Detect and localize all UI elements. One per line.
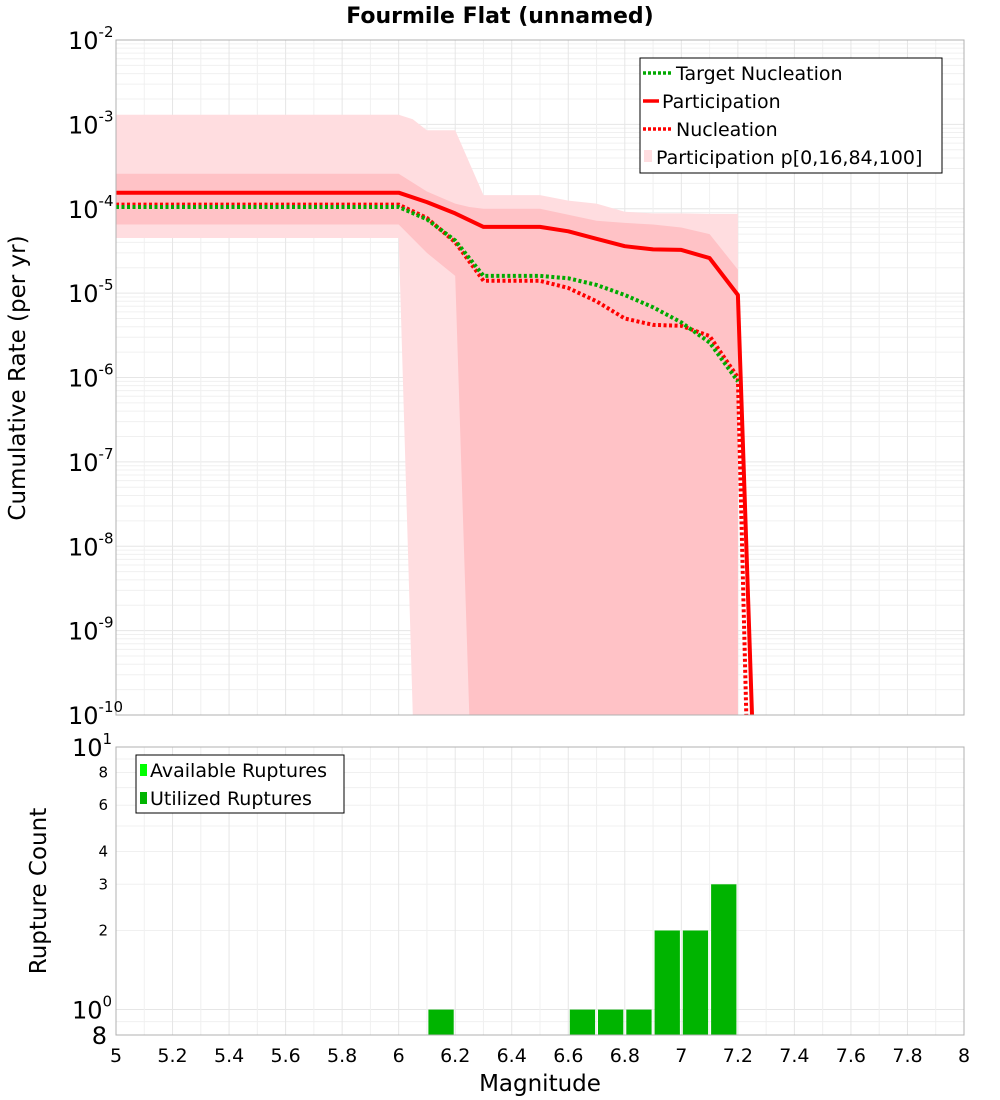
top-y-axis-label: Cumulative Rate (per yr) [5,235,31,520]
x-tick-label: 6.2 [440,1045,470,1067]
rate-lines [116,190,754,716]
x-ticks: 5 5.2 5.4 5.6 5.8 6 6.2 6.4 6.6 6.8 7 7.2 7.4 7.6 7.8 8 [110,1045,970,1067]
legend-label-participation-band: Participation p[0,16,84,100] [656,147,922,169]
x-tick-label: 7 [675,1045,687,1067]
bottom-y-tick-major-label: 101 [72,730,112,762]
bottom-y-tick-minor-label: 3 [98,875,108,893]
bottom-y-tick-minor-label: 2 [98,922,108,940]
legend-label-nucleation: Nucleation [676,119,778,141]
top-y-tick-label: 10-8 [68,529,114,561]
x-tick-label: 6.4 [497,1045,527,1067]
top-y-ticks: 10-10 10-9 10-8 10-7 10-6 10-5 10-4 10-3 10-2 [68,23,123,730]
x-tick-label: 5.8 [327,1045,357,1067]
legend-label-utilized-ruptures: Utilized Ruptures [150,788,312,810]
x-tick-label: 5.6 [270,1045,300,1067]
top-y-tick-label: 10-6 [68,361,114,393]
x-tick-label: 8 [958,1045,970,1067]
x-tick-label: 6 [393,1045,405,1067]
x-tick-label: 6.8 [610,1045,640,1067]
x-tick-label: 7.4 [779,1045,809,1067]
legend-label-target-nucleation: Target Nucleation [675,63,843,85]
top-y-tick-label: 10-4 [68,192,114,224]
bottom-y-tick-minor-label: 4 [98,843,108,861]
bar-utilized-ruptures [598,1009,624,1035]
x-tick-label: 5 [110,1045,122,1067]
top-y-tick-label: 10-9 [68,614,114,646]
chart-title: Fourmile Flat (unnamed) [346,4,653,29]
top-y-tick-label: 10-5 [68,276,114,308]
legend-swatch-utilized [140,792,147,804]
bottom-y-tick-minor-label: 8 [92,1022,107,1050]
legend-swatch-available [140,764,147,776]
series-line-participation [116,190,754,716]
top-y-tick-label: 10-7 [68,445,114,477]
participation-bands [116,114,738,716]
bar-utilized-ruptures [654,930,680,1035]
bar-utilized-ruptures [626,1009,652,1035]
rupture-bars [428,884,737,1035]
bottom-y-axis-label: Rupture Count [26,808,52,974]
x-tick-label: 7.6 [836,1045,866,1067]
participation-band-inner [116,173,738,715]
bar-utilized-ruptures [711,884,737,1035]
top-legend: Target Nucleation Participation Nucleati… [639,57,943,174]
x-axis-label: Magnitude [479,1071,601,1097]
top-y-tick-label: 10-2 [68,23,114,55]
top-y-tick-label: 10-10 [68,698,123,730]
bar-utilized-ruptures [682,930,709,1035]
x-tick-label: 5.2 [157,1045,187,1067]
bottom-y-tick-major-label: 100 [72,993,112,1025]
legend-label-participation: Participation [662,91,781,113]
x-tick-label: 7.8 [892,1045,922,1067]
bottom-y-tick-minor-label: 8 [98,763,108,781]
bottom-y-tick-minor-label: 6 [98,796,108,814]
bottom-legend: Available Ruptures Utilized Ruptures [135,754,345,814]
legend-label-available-ruptures: Available Ruptures [150,760,327,782]
bar-utilized-ruptures [428,1009,454,1035]
legend-swatch-participation-band [644,150,652,162]
x-tick-label: 7.2 [723,1045,753,1067]
top-y-tick-label: 10-3 [68,107,114,139]
bar-utilized-ruptures [569,1009,596,1035]
x-tick-label: 6.6 [553,1045,583,1067]
x-tick-label: 5.4 [214,1045,244,1067]
